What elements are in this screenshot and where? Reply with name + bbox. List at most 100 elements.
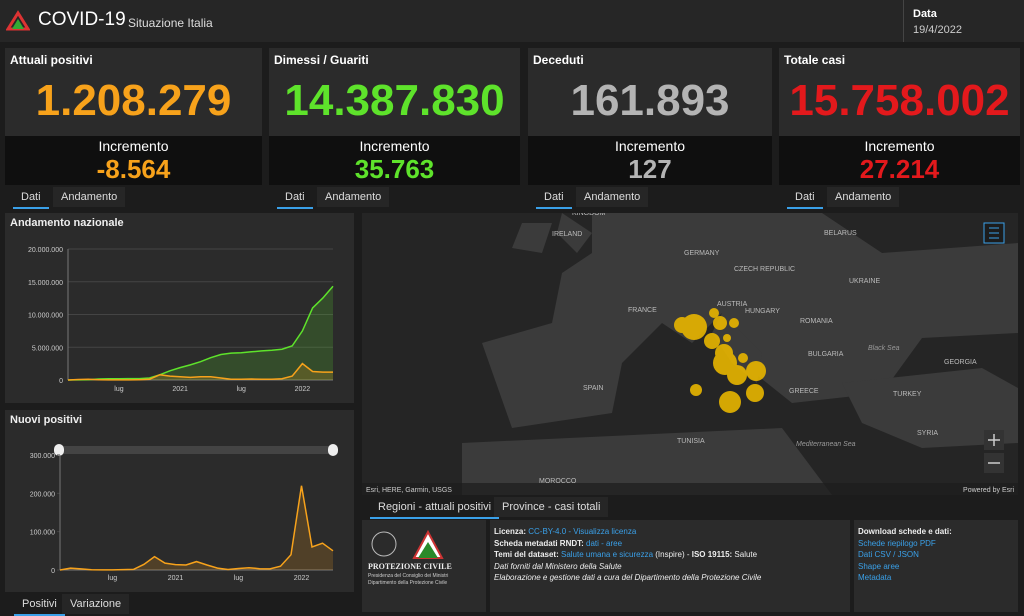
map-label: GERMANY bbox=[684, 250, 720, 257]
map-label: Mediterranean Sea bbox=[796, 441, 856, 448]
header: COVID-19 Situazione Italia Data 19/4/202… bbox=[0, 0, 1024, 42]
tab[interactable]: Dati bbox=[13, 187, 49, 209]
card-lower bbox=[5, 136, 262, 185]
x-tick-label: lug bbox=[114, 386, 123, 393]
chart-panel: Nuovi positivi bbox=[5, 410, 354, 592]
download-title: Download schede e dati: bbox=[858, 527, 952, 536]
chart-title: Andamento nazionale bbox=[10, 217, 124, 229]
map-label: IRELAND bbox=[552, 231, 582, 238]
map-label: Black Sea bbox=[868, 345, 900, 352]
series-line bbox=[67, 285, 334, 381]
y-tick-label: 200.000 bbox=[30, 491, 55, 498]
logo-panel: PROTEZIONE CIVILE Presidenza del Consigl… bbox=[362, 520, 486, 612]
card-lower bbox=[528, 136, 772, 185]
increment-label: Incremento bbox=[614, 138, 686, 154]
map-label: HUNGARY bbox=[745, 308, 780, 315]
map-label: AUSTRIA bbox=[717, 301, 748, 308]
map-powered: Powered by Esri bbox=[963, 487, 1014, 494]
download-link[interactable]: Shape aree bbox=[858, 561, 900, 571]
tab[interactable]: Positivi bbox=[14, 594, 65, 616]
card-value: 15.758.002 bbox=[789, 76, 1010, 125]
chart-title: Nuovi positivi bbox=[10, 414, 83, 426]
y-tick-label: 15.000.000 bbox=[28, 280, 63, 287]
divider bbox=[903, 0, 904, 42]
map-label: KINGDOM bbox=[572, 213, 606, 217]
logo-line: Presidenza del Consiglio dei Ministri bbox=[368, 573, 449, 579]
card-value: 14.387.830 bbox=[284, 76, 505, 125]
info-text: Licenza: bbox=[494, 527, 529, 536]
card-title: Attuali positivi bbox=[10, 53, 93, 67]
tab[interactable]: Andamento bbox=[576, 187, 649, 207]
info-line: Dati forniti dal Ministero della Salute bbox=[494, 561, 846, 573]
map-label: BELARUS bbox=[824, 230, 857, 237]
x-tick-label: 2022 bbox=[294, 575, 310, 582]
map-label: CZECH REPUBLIC bbox=[734, 266, 795, 273]
map-label: TUNISIA bbox=[677, 438, 705, 445]
range-slider bbox=[57, 446, 336, 454]
increment-value: 27.214 bbox=[859, 154, 940, 184]
map-label: SPAIN bbox=[583, 385, 604, 392]
info-text: ISO 19115: bbox=[691, 550, 735, 559]
map: KINGDOM IRELAND GERMANY CZECH REPUBLIC BELAR… bbox=[362, 213, 1018, 495]
kpi-card: Totale casi 15.758.002 Incremento 27.214 bbox=[779, 48, 1020, 185]
slider-handle[interactable] bbox=[328, 444, 338, 456]
info-panel: Licenza: CC-BY-4.0 - Visualizza licenza S… bbox=[490, 520, 850, 612]
tab[interactable]: Dati bbox=[536, 187, 572, 209]
info-text: Temi del dataset: bbox=[494, 550, 561, 559]
tab[interactable]: Variazione bbox=[62, 594, 130, 614]
app-title: COVID-19 bbox=[38, 9, 126, 30]
series-area bbox=[60, 485, 333, 570]
increment-label: Incremento bbox=[359, 138, 430, 154]
slider-handle[interactable] bbox=[54, 444, 64, 456]
logo-name: PROTEZIONE CIVILE bbox=[368, 562, 452, 571]
logo-line: Dipartimento della Protezione Civile bbox=[368, 580, 448, 586]
charts: 0 5.000.000 10.000.000 15.000.000 20.000.000… bbox=[28, 247, 338, 582]
info-link[interactable]: Salute umana e sicurezza bbox=[560, 550, 654, 559]
info-text: Salute bbox=[734, 550, 758, 559]
tab[interactable]: Andamento bbox=[53, 187, 126, 207]
map-label: MOROCCO bbox=[539, 478, 577, 485]
kpi-card: Dimessi / Guariti 14.387.830 Incremento 35.… bbox=[269, 48, 520, 185]
info-line: Temi del dataset: Salute umana e sicurez… bbox=[494, 549, 846, 561]
x-tick-label: 2021 bbox=[172, 386, 188, 393]
tab[interactable]: Andamento bbox=[827, 187, 900, 207]
y-tick-label: 10.000.000 bbox=[28, 313, 63, 320]
info-link[interactable]: CC-BY-4.0 - Visualizza licenza bbox=[528, 527, 637, 536]
card-title: Deceduti bbox=[533, 53, 584, 67]
y-tick-label: 20.000.000 bbox=[28, 247, 63, 254]
increment-label: Incremento bbox=[98, 138, 169, 154]
kpi-card: Deceduti 161.893 Incremento 127 bbox=[528, 48, 772, 185]
download-link[interactable]: Schede riepilogo PDF bbox=[858, 538, 936, 548]
series-line bbox=[67, 362, 333, 381]
download-link[interactable]: Dati CSV / JSON bbox=[858, 550, 919, 559]
card-value: 1.208.279 bbox=[35, 76, 232, 125]
info-line: Elaborazione e gestione dati a cura del … bbox=[494, 572, 846, 584]
info-link[interactable]: dati - aree bbox=[586, 538, 623, 548]
series-area bbox=[68, 286, 333, 380]
date: 19/4/2022 bbox=[913, 24, 962, 36]
info-text: Dati forniti dal Ministero della Salute bbox=[494, 561, 622, 571]
date-label: Data bbox=[913, 8, 937, 20]
tab[interactable]: Dati bbox=[277, 187, 313, 209]
increment-value: 127 bbox=[628, 154, 672, 184]
x-tick-label: 2021 bbox=[168, 575, 184, 582]
tab[interactable]: Dati bbox=[787, 187, 823, 209]
card-title: Totale casi bbox=[784, 53, 846, 67]
y-tick-label: 300.000 bbox=[30, 453, 55, 460]
tab[interactable]: Province - casi totali bbox=[494, 497, 609, 517]
card-lower bbox=[779, 136, 1020, 185]
y-tick-label: 0 bbox=[59, 378, 63, 385]
increment-value: 35.763 bbox=[354, 154, 435, 184]
tab[interactable]: Regioni - attuali positivi bbox=[370, 497, 500, 519]
tab[interactable]: Andamento bbox=[317, 187, 390, 207]
map-label: GREECE bbox=[789, 388, 819, 395]
card-title: Dimessi / Guariti bbox=[274, 53, 369, 67]
map-label: TURKEY bbox=[893, 391, 922, 398]
increment-value: -8.564 bbox=[96, 154, 171, 184]
y-tick-label: 5.000.000 bbox=[32, 345, 63, 352]
map-label: UKRAINE bbox=[849, 278, 880, 285]
info-line: Scheda metadati RNDT: dati - aree bbox=[494, 538, 846, 550]
x-tick-label: lug bbox=[237, 386, 246, 393]
download-link[interactable]: Metadata bbox=[858, 573, 892, 582]
download-panel: Download schede e dati: Schede riepilogo… bbox=[854, 520, 1018, 612]
